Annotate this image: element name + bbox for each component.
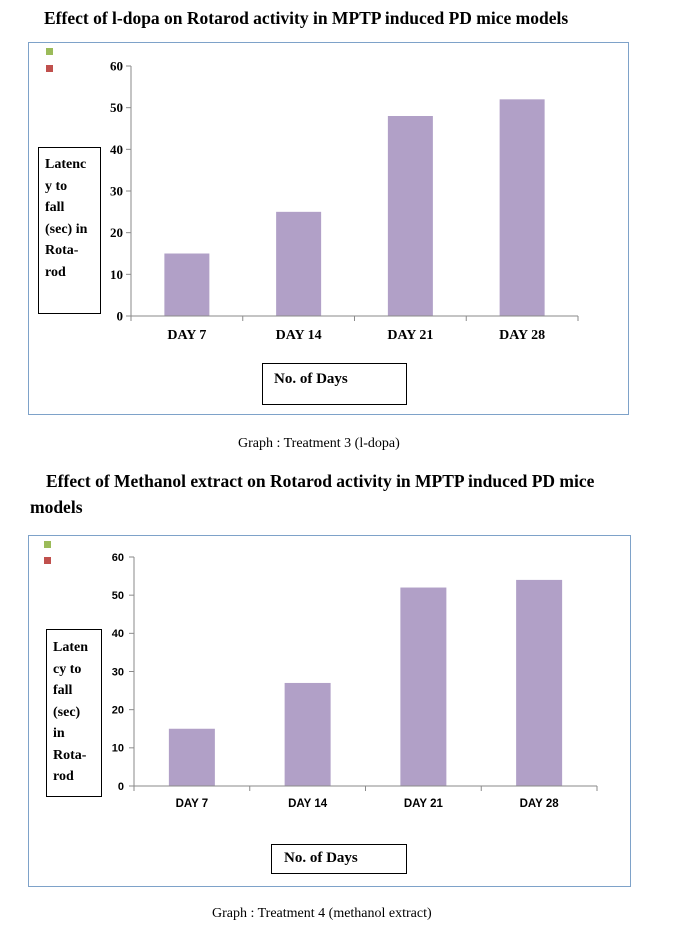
y-tick-label: 50	[110, 100, 123, 115]
x-category-label: DAY 7	[167, 328, 206, 343]
y-axis-label-line: fall	[45, 200, 65, 215]
y-axis-label-line: Rota-	[45, 243, 79, 258]
y-tick-label: 10	[112, 743, 124, 755]
x-category-label: DAY 28	[499, 328, 545, 343]
bar-day-7	[164, 253, 210, 316]
y-axis-label-line: (sec) in	[45, 221, 88, 237]
y-tick-label: 20	[112, 705, 124, 717]
y-tick-label: 10	[110, 267, 123, 282]
x-category-label: DAY 7	[176, 798, 209, 810]
y-axis-label-line: y to	[45, 178, 68, 194]
bar-day-21	[400, 587, 447, 786]
chart1-y-axis-label: Latenc y to fall (sec) in Rota-rod	[38, 147, 101, 314]
y-axis-label-line: rod	[45, 264, 66, 280]
x-category-label: DAY 14	[288, 798, 328, 810]
chart1-heading: Effect of l-dopa on Rotarod activity in …	[44, 8, 569, 28]
y-axis-label-line: in	[53, 726, 65, 741]
bar-day-28	[516, 579, 563, 786]
chart2-y-axis-label: Laten cy to fall (sec) in Rota-rod	[46, 629, 102, 797]
chart2-x-axis-label: No. of Days	[284, 850, 358, 866]
x-category-label: DAY 28	[520, 798, 560, 810]
y-axis-label-line: cy to	[53, 661, 82, 677]
y-axis-label-line: Latenc	[45, 157, 87, 172]
x-category-label: DAY 14	[276, 328, 322, 343]
x-category-label: DAY 21	[387, 328, 433, 343]
legend-green-marker	[46, 48, 53, 55]
y-axis-label-line: fall	[53, 683, 73, 698]
bar-day-21	[387, 116, 433, 316]
y-tick-label: 60	[110, 59, 123, 74]
legend-red-marker	[46, 65, 53, 72]
chart1-x-axis-label: No. of Days	[274, 371, 348, 387]
bar-day-14	[284, 682, 331, 786]
x-category-label: DAY 21	[404, 798, 444, 810]
y-tick-label: 30	[112, 666, 124, 678]
y-tick-label: 0	[118, 781, 124, 793]
y-axis-label-line: rod	[53, 769, 74, 784]
chart2-heading-line2: models	[30, 497, 83, 517]
chart2-caption: Graph : Treatment 4 (methanol extract)	[212, 906, 432, 921]
chart2-x-axis-label-box: No. of Days	[271, 844, 407, 874]
bar-day-7	[168, 728, 215, 786]
y-tick-label: 0	[117, 309, 124, 324]
y-axis-label-line: Rota-	[53, 747, 87, 763]
bar-day-14	[276, 211, 322, 316]
chart1-x-axis-label-box: No. of Days	[262, 363, 407, 405]
y-axis-label-line: (sec)	[53, 704, 81, 720]
y-tick-label: 30	[110, 184, 123, 199]
y-tick-label: 20	[110, 225, 123, 240]
y-tick-label: 40	[112, 628, 124, 640]
legend-red-marker	[44, 557, 51, 564]
y-axis-label-line: Laten	[53, 640, 88, 655]
legend-green-marker	[44, 541, 51, 548]
chart1-caption: Graph : Treatment 3 (l-dopa)	[238, 436, 400, 451]
y-tick-label: 60	[112, 552, 124, 564]
y-tick-label: 40	[110, 142, 123, 157]
y-tick-label: 50	[112, 590, 124, 602]
bar-day-28	[499, 99, 545, 316]
chart2-heading-line1: Effect of Methanol extract on Rotarod ac…	[46, 471, 595, 491]
